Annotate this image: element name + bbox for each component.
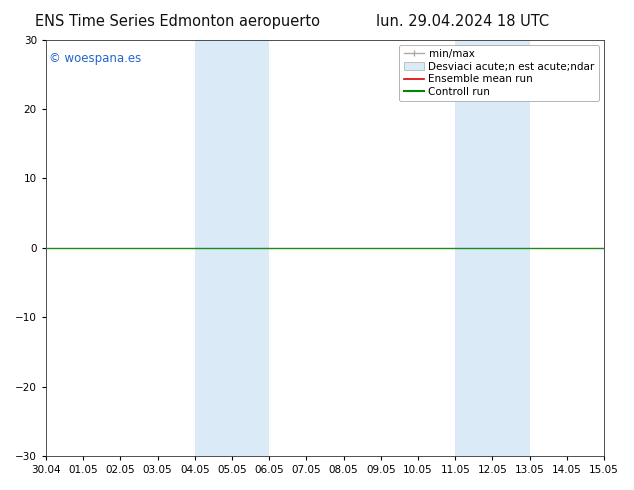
Bar [493,40,529,456]
Text: © woespana.es: © woespana.es [49,52,141,65]
Legend: min/max, Desviaci acute;n est acute;ndar, Ensemble mean run, Controll run: min/max, Desviaci acute;n est acute;ndar… [399,45,599,101]
Bar [232,40,269,456]
Bar [195,40,232,456]
Text: lun. 29.04.2024 18 UTC: lun. 29.04.2024 18 UTC [376,14,550,29]
Bar [455,40,493,456]
Text: ENS Time Series Edmonton aeropuerto: ENS Time Series Edmonton aeropuerto [35,14,320,29]
